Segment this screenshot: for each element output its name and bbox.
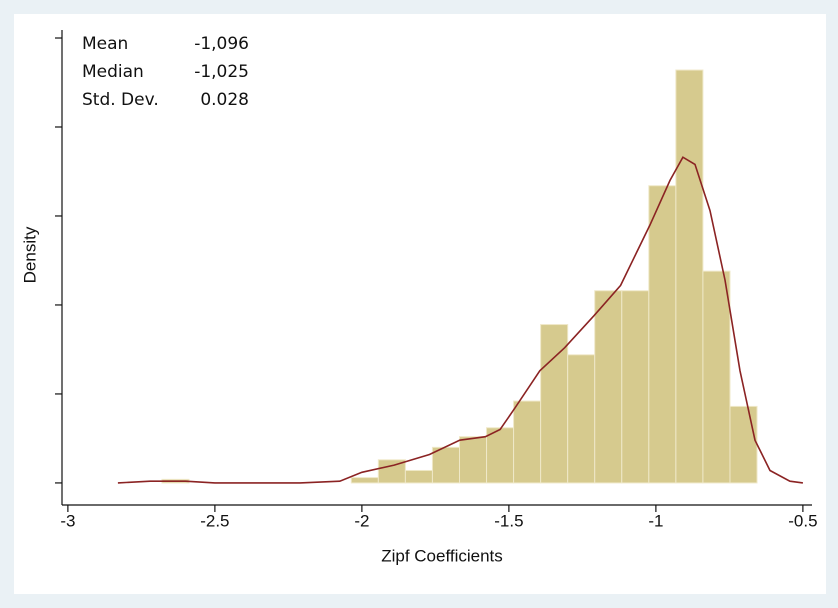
x-axis-title: Zipf Coefficients — [381, 546, 503, 565]
histogram-bar — [458, 436, 488, 484]
histogram-bar — [702, 270, 731, 484]
stat-label: Std. Dev. — [82, 90, 159, 110]
x-tick-label: -2 — [354, 511, 369, 530]
stat-label: Mean — [82, 34, 128, 54]
histogram-bar — [675, 69, 704, 484]
histogram-bar — [431, 446, 460, 484]
y-axis-title: Density — [20, 226, 39, 283]
x-tick-label: -2.5 — [200, 511, 229, 530]
x-tick-label: -1.5 — [494, 511, 523, 530]
histogram-bar — [729, 405, 758, 484]
x-tick-label: -3 — [60, 511, 75, 530]
density-curve — [117, 156, 804, 484]
x-tick-label: -0.5 — [788, 511, 817, 530]
histogram-bar — [621, 290, 650, 484]
histogram-bar — [486, 427, 515, 484]
histogram-bar — [404, 469, 433, 484]
stat-value: -1,025 — [194, 62, 249, 82]
histogram-bar — [513, 400, 542, 484]
stat-label: Median — [82, 62, 144, 82]
x-tick-label: -1 — [648, 511, 663, 530]
histogram-bar — [648, 185, 677, 484]
histogram-bar — [594, 290, 623, 484]
stat-value: 0.028 — [200, 90, 249, 110]
histogram-bar — [567, 354, 596, 484]
stat-value: -1,096 — [194, 34, 249, 54]
histogram-bar — [350, 477, 379, 484]
